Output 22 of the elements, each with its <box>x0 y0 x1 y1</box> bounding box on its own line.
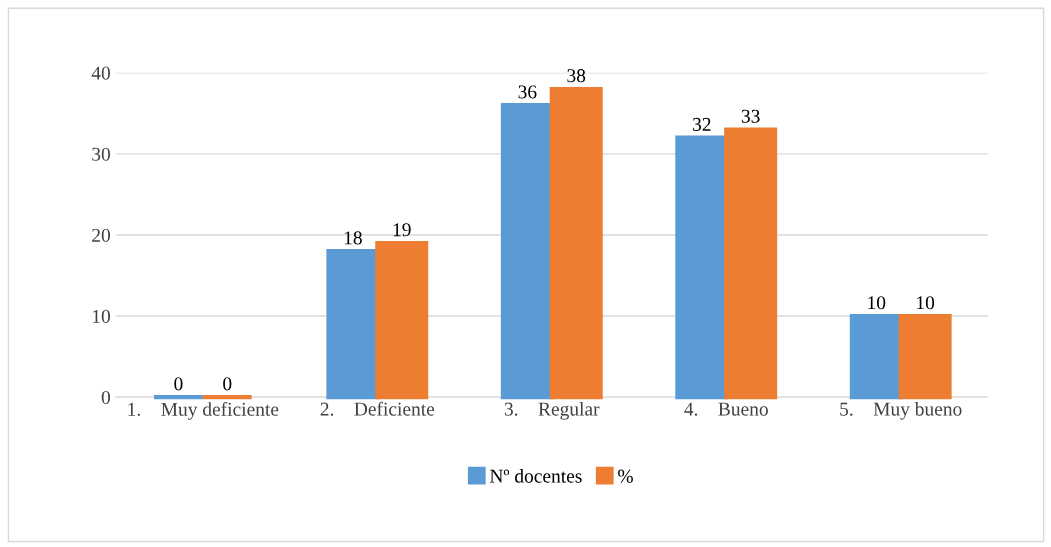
data-label: 18 <box>344 231 362 245</box>
data-label: 10 <box>917 296 935 310</box>
data-label: 33 <box>741 109 760 123</box>
y-tick-label: 0 <box>101 390 111 405</box>
data-label: 36 <box>518 85 537 99</box>
data-label: 0 <box>223 377 232 391</box>
x-tick-label: 2. Deficiente <box>320 401 435 416</box>
data-label: 38 <box>567 69 586 83</box>
x-tick-label: 5. Muy bueno <box>840 401 962 420</box>
x-tick-label: 3. Regular <box>504 401 600 420</box>
data-label: 32 <box>693 117 711 131</box>
data-label: 0 <box>174 377 183 391</box>
data-label: 19 <box>393 223 411 237</box>
y-tick-label: 10 <box>93 309 111 323</box>
y-tick-label: 30 <box>92 147 111 161</box>
legend-label: % <box>618 469 633 483</box>
y-tick-label: 20 <box>92 228 111 242</box>
x-tick-label: 4. Bueno <box>684 402 768 416</box>
legend-label: Nº docentes <box>489 469 582 483</box>
x-tick-label: 1. Muy deficiente <box>128 401 279 420</box>
y-tick-label: 40 <box>91 66 111 80</box>
data-label: 10 <box>868 296 886 310</box>
